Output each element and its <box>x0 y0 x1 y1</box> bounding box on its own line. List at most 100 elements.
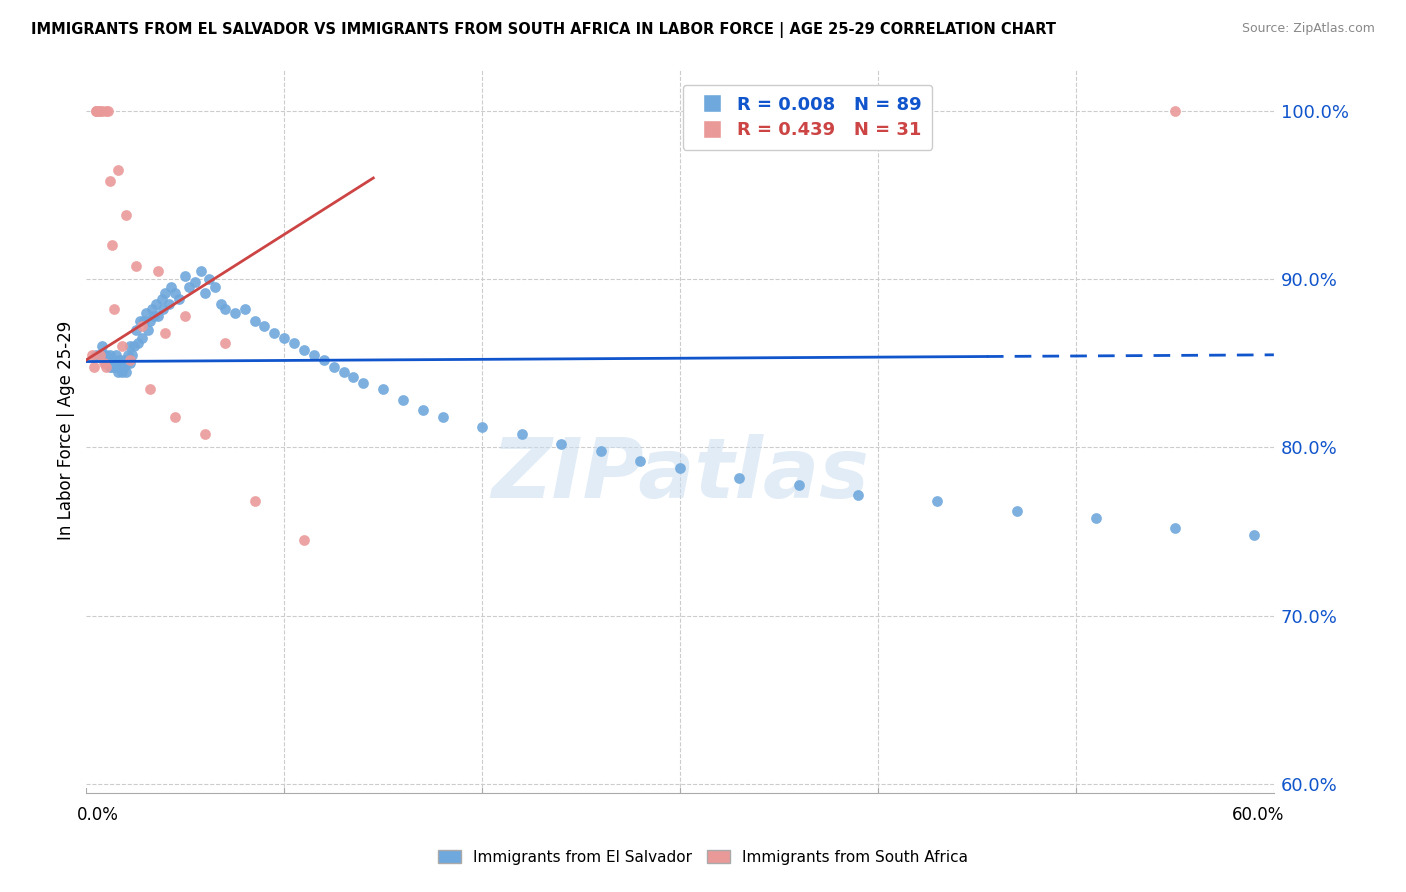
Point <box>194 427 217 442</box>
Point <box>1164 521 1187 535</box>
Point <box>283 336 305 351</box>
Point <box>165 410 187 425</box>
Point <box>342 369 364 384</box>
Point <box>471 420 494 434</box>
Point <box>145 297 167 311</box>
Text: ZIPatlas: ZIPatlas <box>491 434 869 515</box>
Legend: Immigrants from El Salvador, Immigrants from South Africa: Immigrants from El Salvador, Immigrants … <box>432 844 974 871</box>
Point <box>115 365 138 379</box>
Point <box>184 276 207 290</box>
Point <box>157 297 180 311</box>
Point <box>174 309 197 323</box>
Point <box>107 356 129 370</box>
Point <box>190 263 212 277</box>
Point <box>104 359 127 374</box>
Point <box>152 302 174 317</box>
Point <box>131 319 153 334</box>
Point <box>136 322 159 336</box>
Point <box>94 356 117 370</box>
Point <box>89 348 111 362</box>
Point <box>155 285 177 300</box>
Point <box>432 410 454 425</box>
Point <box>392 393 415 408</box>
Point <box>89 103 111 118</box>
Text: IMMIGRANTS FROM EL SALVADOR VS IMMIGRANTS FROM SOUTH AFRICA IN LABOR FORCE | AGE: IMMIGRANTS FROM EL SALVADOR VS IMMIGRANT… <box>31 22 1056 38</box>
Point <box>127 336 149 351</box>
Point <box>198 272 221 286</box>
Point <box>84 348 107 362</box>
Point <box>101 356 124 370</box>
Point <box>91 103 114 118</box>
Point <box>589 443 612 458</box>
Point <box>101 359 124 374</box>
Point <box>97 103 120 118</box>
Point <box>169 292 191 306</box>
Point <box>273 331 295 345</box>
Point <box>179 280 201 294</box>
Point <box>927 494 949 508</box>
Point <box>510 427 533 442</box>
Point <box>103 302 125 317</box>
Y-axis label: In Labor Force | Age 25-29: In Labor Force | Age 25-29 <box>58 321 75 541</box>
Text: Source: ZipAtlas.com: Source: ZipAtlas.com <box>1241 22 1375 36</box>
Point <box>98 174 121 188</box>
Point <box>82 348 104 362</box>
Point <box>846 487 869 501</box>
Point <box>243 314 266 328</box>
Point <box>111 339 134 353</box>
Point <box>302 348 325 362</box>
Point <box>146 263 169 277</box>
Point <box>142 309 165 323</box>
Point <box>373 382 395 396</box>
Point <box>263 326 285 340</box>
Point <box>108 352 131 367</box>
Text: 0.0%: 0.0% <box>76 806 118 824</box>
Point <box>1164 103 1187 118</box>
Text: 60.0%: 60.0% <box>1232 806 1284 824</box>
Point <box>630 454 652 468</box>
Point <box>125 259 148 273</box>
Point <box>91 339 114 353</box>
Point <box>83 359 105 374</box>
Point <box>728 471 751 485</box>
Point <box>174 268 197 283</box>
Point <box>141 302 163 317</box>
Point <box>115 356 138 370</box>
Point <box>787 477 810 491</box>
Point <box>93 356 115 370</box>
Point <box>97 352 120 367</box>
Point <box>107 162 129 177</box>
Point <box>111 365 134 379</box>
Point <box>669 460 692 475</box>
Point <box>128 314 150 328</box>
Point <box>118 352 141 367</box>
Point <box>122 339 145 353</box>
Point <box>93 348 115 362</box>
Point <box>87 103 110 118</box>
Point <box>322 359 344 374</box>
Point <box>135 306 157 320</box>
Point <box>84 103 107 118</box>
Point <box>146 309 169 323</box>
Point <box>89 348 111 362</box>
Point <box>104 348 127 362</box>
Point <box>94 359 117 374</box>
Point <box>243 494 266 508</box>
Point <box>125 322 148 336</box>
Point <box>94 348 117 362</box>
Point <box>107 365 129 379</box>
Point <box>209 297 232 311</box>
Point <box>84 103 107 118</box>
Point <box>94 103 117 118</box>
Point <box>233 302 256 317</box>
Point <box>108 359 131 374</box>
Point <box>121 348 143 362</box>
Point <box>103 352 125 367</box>
Point <box>111 356 134 370</box>
Point <box>194 285 217 300</box>
Point <box>155 326 177 340</box>
Point <box>1005 504 1028 518</box>
Point <box>115 208 138 222</box>
Point <box>118 356 141 370</box>
Point <box>112 352 135 367</box>
